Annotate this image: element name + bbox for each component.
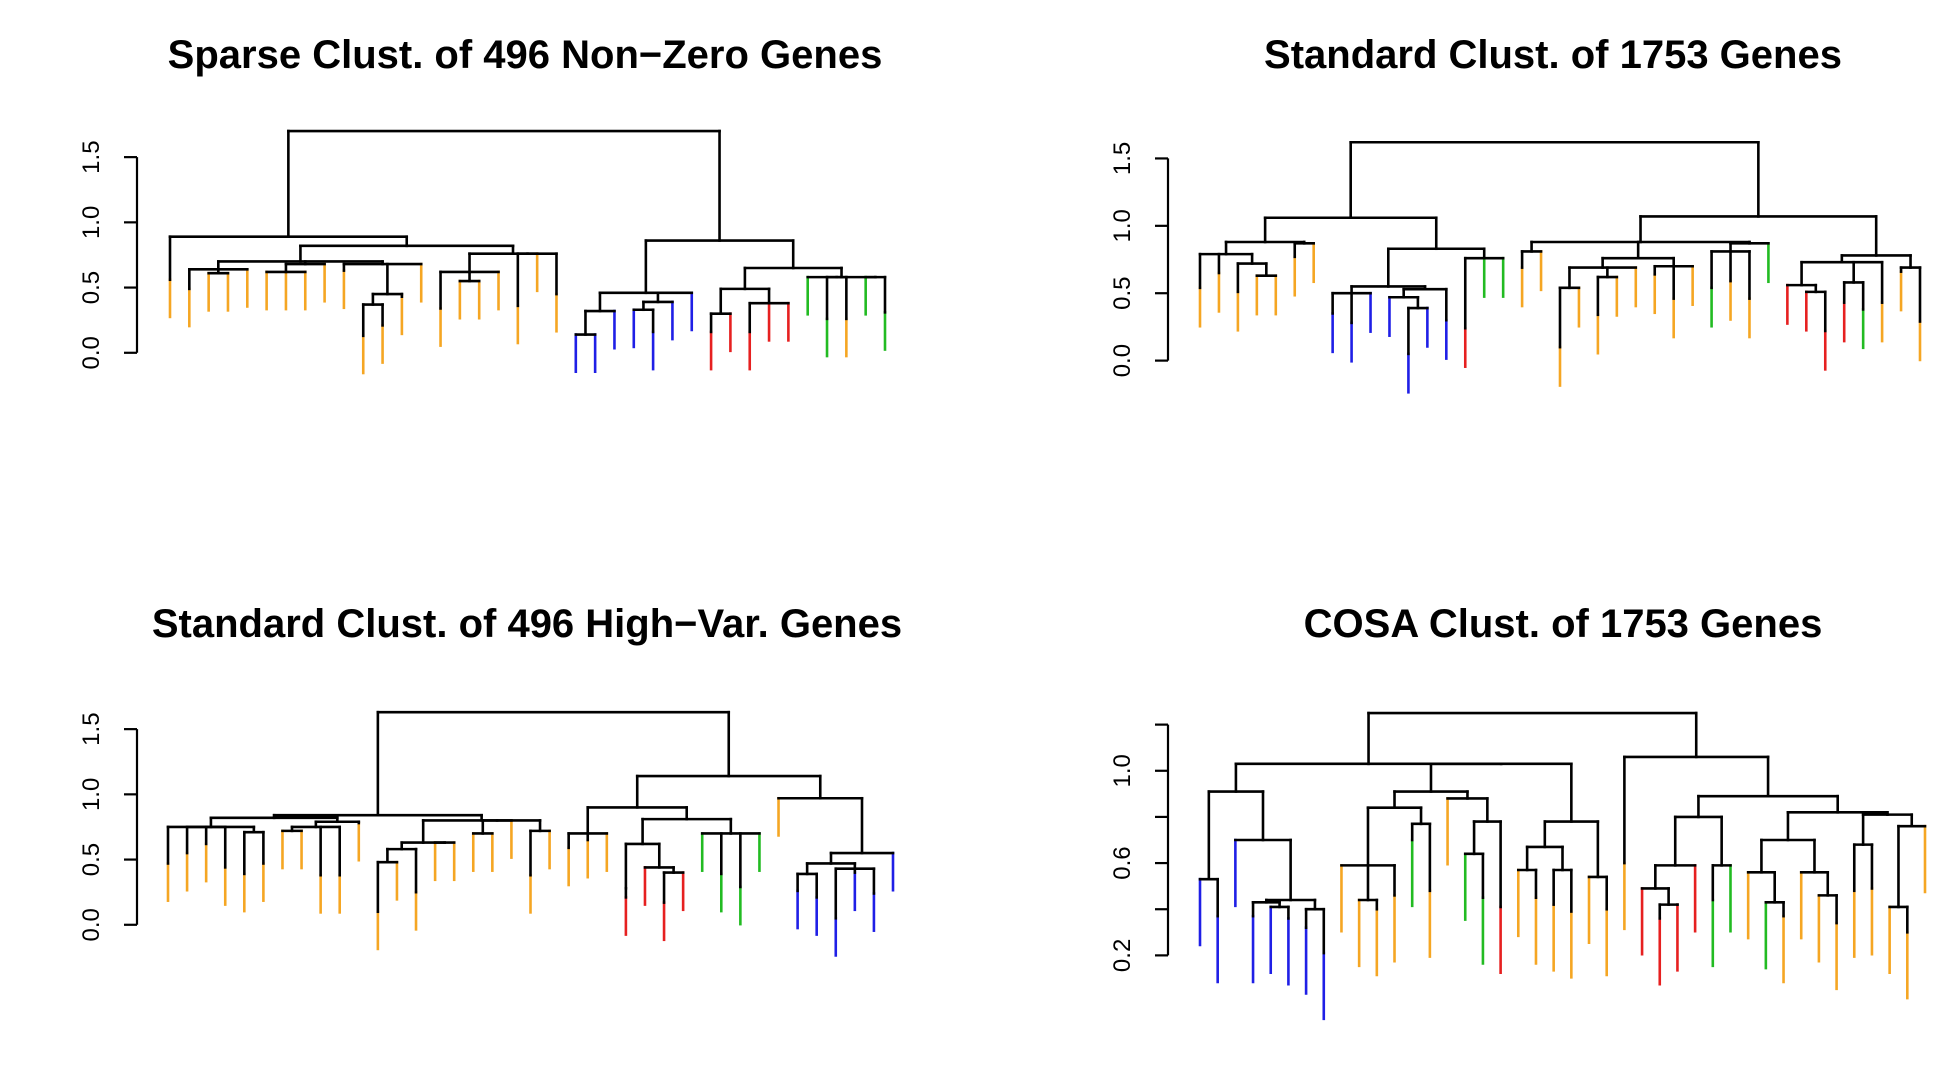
dendrogram-panel: Standard Clust. of 1753 Genes 0.0 0.5 1.0 1.… xyxy=(1109,33,1922,394)
y-tick-label: 0.5 xyxy=(1109,277,1136,310)
y-tick-label: 0.5 xyxy=(78,271,105,304)
y-tick-label: 0.0 xyxy=(78,908,105,941)
dendrogram-panel: Standard Clust. of 496 High−Var. Genes 0.… xyxy=(78,602,902,957)
y-tick-label: 1.0 xyxy=(78,778,105,811)
y-tick-label: 0.0 xyxy=(1109,344,1136,377)
y-tick-label: 1.0 xyxy=(78,206,105,239)
y-tick-label: 0.0 xyxy=(78,336,105,369)
y-tick-label: 1.0 xyxy=(1109,754,1136,787)
y-tick-label: 0.2 xyxy=(1109,939,1136,972)
y-tick-label: 1.0 xyxy=(1109,209,1136,242)
chart-title: Standard Clust. of 1753 Genes xyxy=(1264,33,1842,77)
dendrogram-panel: COSA Clust. of 1753 Genes 0.2 0.6 1.0 xyxy=(1109,602,1927,1021)
chart-title: COSA Clust. of 1753 Genes xyxy=(1304,602,1823,646)
y-tick-label: 1.5 xyxy=(78,140,105,173)
y-tick-label: 1.5 xyxy=(78,712,105,745)
y-tick-label: 0.5 xyxy=(78,843,105,876)
y-tick-label: 0.6 xyxy=(1109,846,1136,879)
dendrogram-panel: Sparse Clust. of 496 Non−Zero Genes 0.0 0.… xyxy=(78,33,887,375)
y-tick-label: 1.5 xyxy=(1109,142,1136,175)
chart-title: Sparse Clust. of 496 Non−Zero Genes xyxy=(168,33,883,77)
chart-title: Standard Clust. of 496 High−Var. Genes xyxy=(152,602,902,646)
